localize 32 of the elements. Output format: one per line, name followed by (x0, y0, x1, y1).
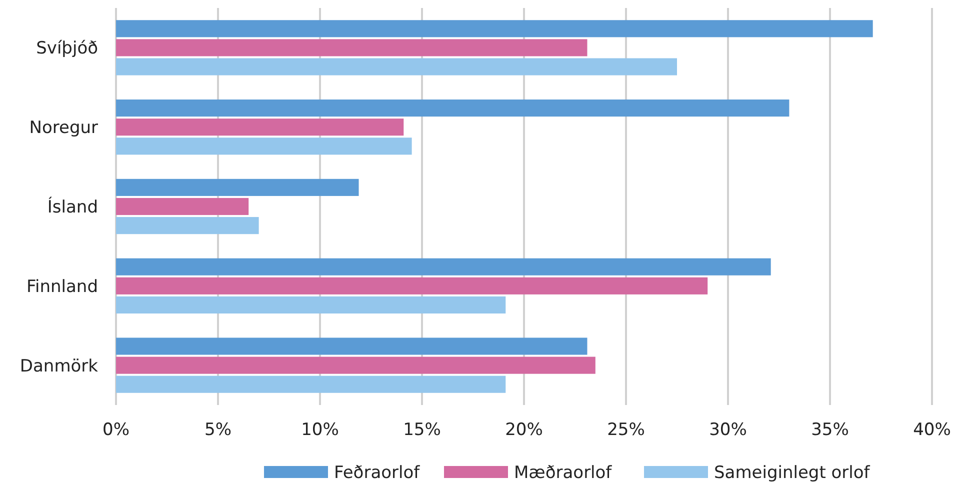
bar (116, 338, 588, 355)
bar (116, 277, 708, 294)
x-tick-label: 5% (204, 420, 232, 440)
legend-label: Feðraorlof (334, 463, 421, 483)
legend-label: Sameiginlegt orlof (714, 463, 871, 483)
x-tick-label: 15% (403, 420, 441, 440)
x-tick-label: 30% (709, 420, 747, 440)
bar (116, 296, 506, 314)
bar (116, 58, 677, 76)
bar (116, 198, 249, 216)
y-tick-label: Noregur (29, 118, 98, 138)
x-tick-label: 35% (811, 420, 849, 440)
y-tick-label: Danmörk (20, 356, 98, 376)
x-tick-label: 25% (607, 420, 645, 440)
bar (116, 138, 412, 155)
y-tick-label: Svíþjóð (36, 38, 98, 59)
x-tick-label: 10% (301, 420, 339, 440)
bar (116, 217, 259, 234)
y-tick-label: Ísland (47, 196, 98, 218)
bar (116, 100, 790, 117)
bar (116, 20, 873, 38)
bar (116, 118, 404, 136)
bar (116, 258, 771, 276)
bar (116, 356, 596, 374)
bar (116, 39, 588, 56)
x-tick-label: 40% (913, 420, 951, 440)
y-tick-label: Finnland (26, 276, 98, 297)
bar (116, 178, 359, 196)
legend-label: Mæðraorlof (514, 463, 613, 483)
x-tick-label: 0% (102, 420, 130, 440)
bar (116, 376, 506, 393)
x-tick-label: 20% (505, 420, 543, 440)
